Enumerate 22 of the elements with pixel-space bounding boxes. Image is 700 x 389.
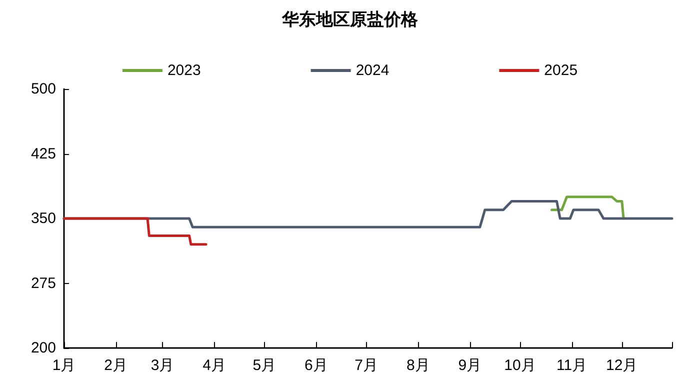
x-tick-label: 11月 (556, 357, 588, 374)
x-tick-label: 3月 (150, 357, 174, 374)
x-tick-label: 4月 (202, 357, 226, 374)
y-tick-label: 350 (30, 210, 56, 227)
x-tick-label: 2月 (104, 357, 128, 374)
legend-label: 2025 (544, 62, 578, 79)
x-tick-label: 10月 (504, 357, 536, 374)
y-tick-label: 200 (30, 340, 56, 356)
x-tick-label: 1月 (52, 357, 76, 374)
x-tick-label: 5月 (252, 357, 276, 374)
x-tick-label: 6月 (304, 357, 328, 374)
x-tick-label: 12月 (606, 357, 638, 374)
y-tick-label: 275 (30, 274, 56, 292)
chart-title: 华东地区原盐价格 (281, 10, 419, 29)
legend-label: 2023 (167, 62, 201, 79)
x-tick-label: 7月 (354, 357, 378, 374)
y-tick-label: 500 (30, 80, 56, 98)
line-series (550, 196, 625, 220)
x-tick-label: 9月 (458, 357, 482, 374)
legend-label: 2024 (356, 62, 390, 79)
x-tick-label: 8月 (406, 357, 430, 374)
y-tick-label: 425 (30, 145, 56, 162)
